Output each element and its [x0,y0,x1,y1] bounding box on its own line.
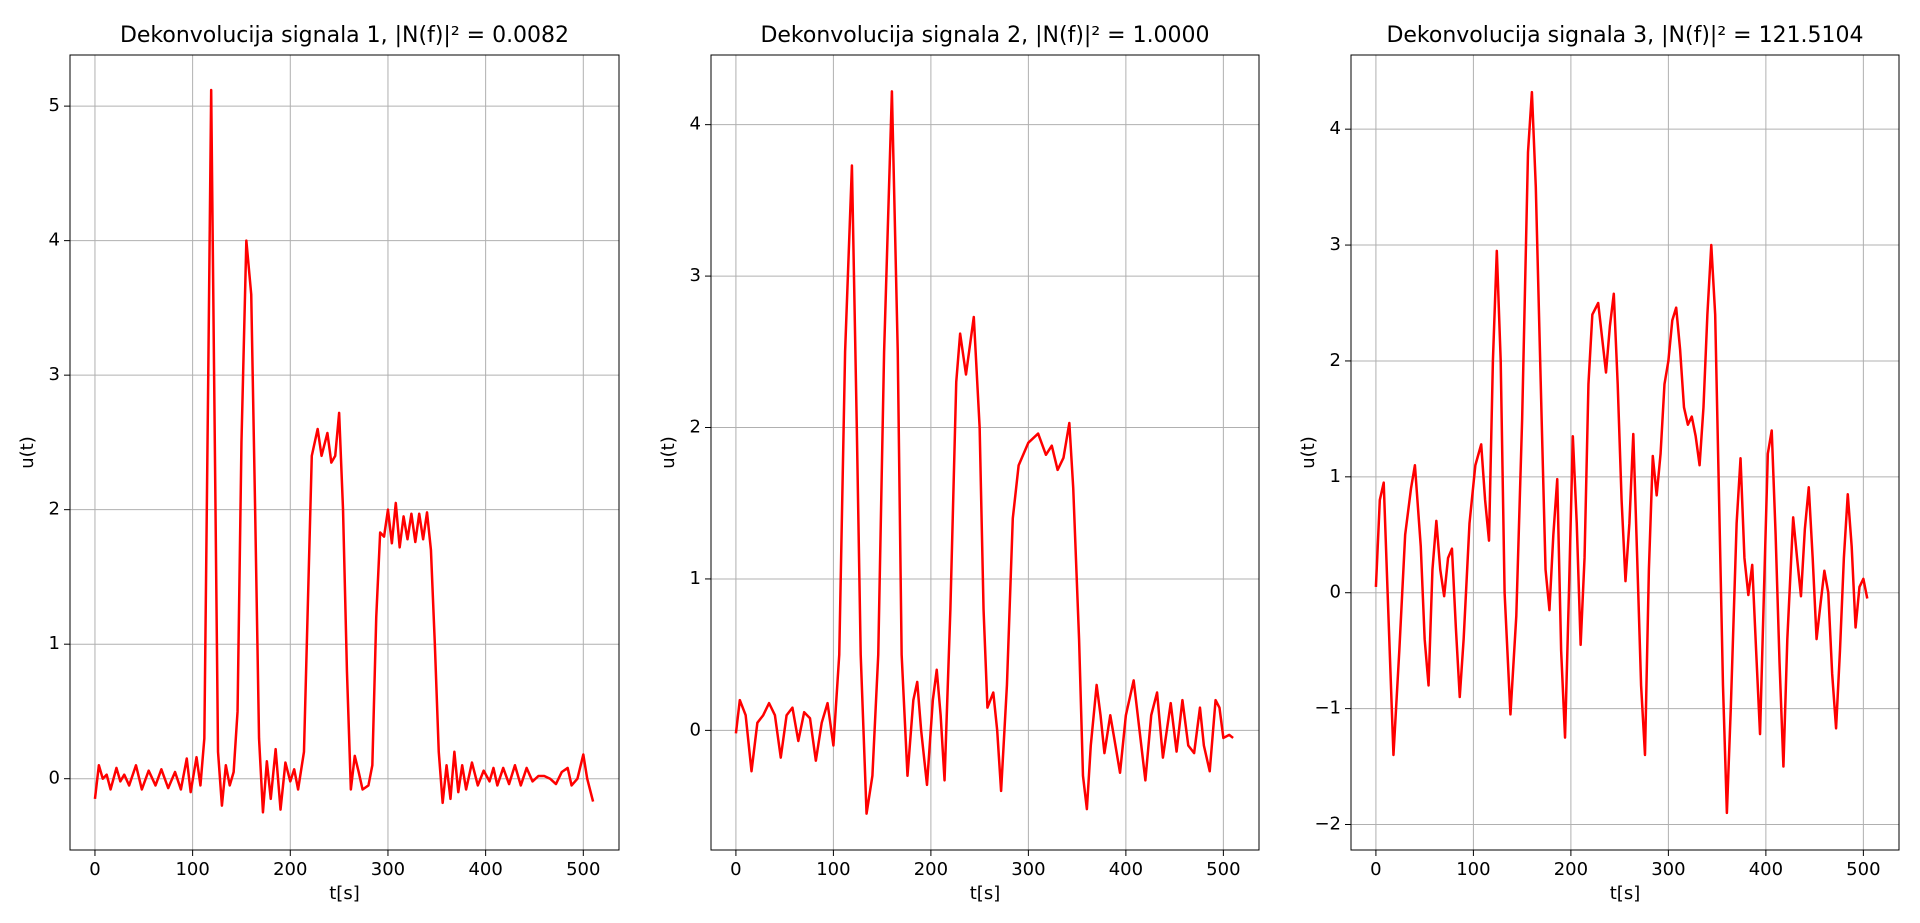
x-tick-label: 300 [1651,859,1685,880]
x-tick-label: 300 [1011,859,1045,880]
x-tick-label: 0 [730,859,741,880]
x-tick-label: 100 [816,859,850,880]
x-axis-label: t[s] [970,883,1000,904]
y-tick-label: 2 [49,499,60,520]
x-tick-label: 400 [1109,859,1143,880]
x-tick-label: 100 [175,859,209,880]
x-tick-label: 0 [1370,859,1381,880]
y-axis-label: u(t) [658,436,679,469]
x-tick-label: 500 [1206,859,1240,880]
plot-frame [710,54,1260,851]
chart-title: Dekonvolucija signala 1, |N(f)|² = 0.008… [120,23,569,48]
y-tick-label: 1 [1330,466,1341,487]
y-tick-label: 2 [1330,350,1341,371]
y-tick-label: 2 [690,417,701,438]
plot-frame [1350,54,1900,851]
signal-line [93,88,595,814]
x-axis-label: t[s] [329,883,359,904]
y-tick-label: 3 [690,265,701,286]
x-tick-label: 500 [1846,859,1880,880]
x-tick-label: 400 [468,859,502,880]
y-tick-label: 4 [1330,118,1341,139]
y-tick-label: 0 [49,768,60,789]
y-tick-label: 3 [49,364,60,385]
y-tick-label: 3 [1330,234,1341,255]
y-tick-label: 0 [1330,582,1341,603]
x-tick-label: 200 [914,859,948,880]
x-tick-label: 0 [89,859,100,880]
y-tick-label: 4 [49,230,60,251]
x-tick-label: 200 [1554,859,1588,880]
x-tick-label: 300 [371,859,405,880]
signal-line [734,90,1234,815]
x-tick-label: 500 [566,859,600,880]
plot-frame [69,54,620,851]
y-tick-label: 0 [690,719,701,740]
x-tick-label: 400 [1749,859,1783,880]
signal-line [1374,90,1869,815]
y-tick-label: 1 [690,568,701,589]
y-tick-label: −1 [1314,698,1341,719]
x-axis-label: t[s] [1610,883,1640,904]
y-axis-label: u(t) [17,436,38,469]
y-tick-label: 1 [49,633,60,654]
y-tick-label: 4 [690,114,701,135]
x-tick-label: 100 [1456,859,1490,880]
chart-title: Dekonvolucija signala 3, |N(f)|² = 121.5… [1386,23,1863,48]
chart-title: Dekonvolucija signala 2, |N(f)|² = 1.000… [760,23,1209,48]
x-tick-label: 200 [273,859,307,880]
y-tick-label: 5 [49,95,60,116]
y-axis-label: u(t) [1298,436,1319,469]
y-tick-label: −2 [1314,814,1341,835]
